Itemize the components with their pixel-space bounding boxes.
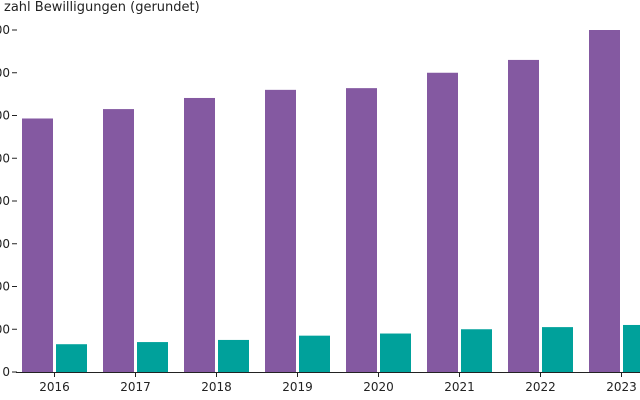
x-tick-label-2022: 2022 <box>525 380 556 394</box>
y-tick-label: 00 <box>0 194 10 208</box>
bar-2017-series-1 <box>103 109 134 373</box>
x-tick-label-2018: 2018 <box>201 380 232 394</box>
y-tick-label: 00 <box>0 151 10 165</box>
bar-2021-series-2 <box>461 329 492 372</box>
x-tick-label-2016: 2016 <box>39 380 70 394</box>
bar-2020-series-2 <box>380 333 411 372</box>
bar-2022-series-1 <box>508 59 539 373</box>
bar-2016-series-2 <box>56 344 87 372</box>
y-axis-label: zahl Bewilligungen (gerundet) <box>4 0 200 15</box>
x-tick-label-2023: 2023 <box>606 380 637 394</box>
bar-2019-series-2 <box>299 335 330 372</box>
bar-2019-series-1 <box>265 89 296 372</box>
bar-2023-series-1 <box>589 30 620 372</box>
y-tick-label: 0 <box>2 365 10 379</box>
bar-2021-series-1 <box>427 72 458 372</box>
bar-2020-series-1 <box>346 88 377 372</box>
y-tick-label: 00 <box>0 322 10 336</box>
y-tick-label: 00 <box>0 237 10 251</box>
y-tick-label: 00 <box>0 66 10 80</box>
bar-2016-series-1 <box>22 118 53 373</box>
y-tick-label: 00 <box>0 280 10 294</box>
bar-2018-series-1 <box>184 97 215 372</box>
y-tick-label: 00 <box>0 23 10 37</box>
x-tick-label-2017: 2017 <box>120 380 151 394</box>
x-tick-label-2020: 2020 <box>363 380 394 394</box>
bar-2022-series-2 <box>542 327 573 372</box>
x-tick-label-2019: 2019 <box>282 380 313 394</box>
bar-2017-series-2 <box>137 342 168 372</box>
y-tick-label: 00 <box>0 109 10 123</box>
bar-2018-series-2 <box>218 339 249 372</box>
bar-2023-series-2 <box>623 324 640 372</box>
x-tick-label-2021: 2021 <box>444 380 475 394</box>
